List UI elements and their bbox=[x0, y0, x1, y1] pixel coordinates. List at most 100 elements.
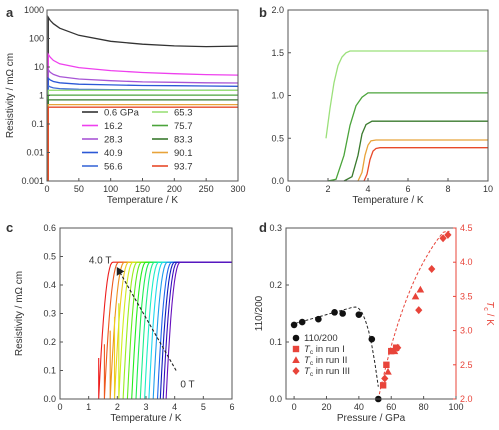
series-line-75.7 bbox=[47, 94, 238, 181]
y-tick-label: 1.5 bbox=[271, 48, 284, 58]
y-right-axis-label-T: T bbox=[484, 301, 495, 308]
legend-label: 110/200 bbox=[304, 333, 338, 344]
field-curve bbox=[162, 261, 232, 400]
y-tick-label: 0.2 bbox=[43, 337, 56, 347]
annotation-0T: 0 T bbox=[180, 380, 194, 391]
y-left-tick-label: 0.2 bbox=[269, 280, 282, 290]
legend-label-T: T bbox=[304, 344, 311, 355]
y-tick-label: 0.6 bbox=[43, 223, 56, 233]
field-curve bbox=[159, 261, 232, 400]
y-tick-label: 1.0 bbox=[271, 91, 284, 101]
x-tick-label: 6 bbox=[405, 184, 410, 194]
y-tick-label: 1 bbox=[39, 91, 44, 101]
legend-label: Tc in run III bbox=[304, 366, 350, 378]
data-point-diamond bbox=[415, 306, 423, 315]
series-line-90.1 bbox=[357, 139, 488, 182]
field-curve bbox=[165, 261, 232, 400]
data-point-triangle bbox=[384, 367, 392, 375]
series-line-65.3 bbox=[325, 50, 488, 139]
legend-marker bbox=[292, 367, 300, 375]
x-axis-label: Pressure / GPa bbox=[337, 413, 406, 424]
y-left-tick-label: 0.3 bbox=[269, 223, 282, 233]
legend-label-rest: in run III bbox=[313, 366, 350, 377]
series-line-28.3 bbox=[47, 67, 239, 181]
series-line-16.2 bbox=[47, 52, 239, 181]
data-point-diamond bbox=[394, 343, 402, 352]
field-curve bbox=[103, 261, 232, 400]
legend-label: 75.7 bbox=[174, 121, 193, 132]
y-right-axis-label-sub: c bbox=[482, 307, 489, 311]
data-point-circle bbox=[339, 310, 346, 317]
data-point-diamond bbox=[439, 234, 447, 243]
y-left-axis-label: 110/200 bbox=[254, 295, 265, 331]
panel-letter-c: c bbox=[6, 220, 13, 235]
legend-label: 16.2 bbox=[104, 121, 123, 132]
series-line-75.7 bbox=[327, 92, 488, 182]
x-tick-label: 2 bbox=[325, 184, 330, 194]
x-tick-label: 20 bbox=[321, 402, 331, 412]
panel-letter-b: b bbox=[259, 5, 267, 20]
legend-label-sub: c bbox=[310, 371, 314, 378]
field-curve bbox=[152, 261, 232, 400]
y-left-tick-label: 0.1 bbox=[269, 337, 282, 347]
legend-label: 90.1 bbox=[174, 148, 193, 159]
data-point-circle bbox=[368, 335, 376, 343]
data-point-circle bbox=[290, 321, 298, 329]
y-right-tick-label: 4.5 bbox=[460, 223, 473, 233]
x-tick-label: 150 bbox=[135, 184, 150, 194]
legend-label: Tc in run I bbox=[304, 344, 345, 356]
field-curve bbox=[126, 261, 232, 400]
legend-label: 93.7 bbox=[174, 162, 193, 173]
series-line-83.3 bbox=[47, 99, 238, 181]
field-curve bbox=[139, 261, 232, 400]
x-tick-label: 0 bbox=[285, 184, 290, 194]
y-right-axis-label: Tc / K bbox=[482, 301, 495, 326]
y-tick-label: 0.1 bbox=[43, 366, 56, 376]
data-point-circle bbox=[355, 311, 363, 318]
field-curve bbox=[135, 261, 232, 400]
series-line-65.3 bbox=[47, 89, 238, 181]
data-point-diamond bbox=[428, 265, 436, 274]
data-point-circle bbox=[331, 309, 338, 316]
x-tick-label: 5 bbox=[201, 402, 206, 412]
legend-label-sub: c bbox=[310, 349, 314, 356]
x-tick-label: 60 bbox=[386, 402, 396, 412]
y-right-tick-label: 4.0 bbox=[460, 257, 473, 267]
series-line-83.3 bbox=[343, 120, 488, 182]
field-curve bbox=[131, 261, 232, 400]
legend-label-T: T bbox=[304, 366, 311, 377]
legend-label: 0.6 GPa bbox=[104, 108, 140, 119]
x-tick-label: 2 bbox=[115, 402, 120, 412]
x-tick-label: 100 bbox=[103, 184, 118, 194]
legend-marker bbox=[292, 345, 300, 353]
x-tick-label: 4 bbox=[172, 402, 177, 412]
y-tick-label: 0.01 bbox=[26, 148, 44, 158]
field-curve bbox=[156, 261, 232, 400]
y-right-axis-label-unit: / K bbox=[484, 311, 495, 326]
series-line-93.7 bbox=[47, 106, 238, 181]
data-point-diamond bbox=[444, 230, 452, 239]
panel-c: c 0 1 2 3 4 5 6 0.0 0.1 0.2 0.3 0.4 0.5 0.6 Temperature… bbox=[6, 220, 235, 424]
x-tick-label: 40 bbox=[354, 402, 364, 412]
data-point-diamond bbox=[381, 374, 389, 383]
x-tick-label: 250 bbox=[199, 184, 214, 194]
y-right-tick-label: 3.0 bbox=[460, 326, 473, 336]
field-curve bbox=[98, 261, 232, 400]
field-curve bbox=[148, 261, 232, 400]
legend-label: 65.3 bbox=[174, 108, 193, 119]
y-tick-label: 0.0 bbox=[43, 394, 56, 404]
y-tick-label: 0.001 bbox=[21, 176, 44, 186]
y-right-tick-label: 2.0 bbox=[460, 394, 473, 404]
x-tick-label: 4 bbox=[365, 184, 370, 194]
plot-frame-b bbox=[287, 9, 489, 182]
y-tick-label: 0.1 bbox=[31, 119, 44, 129]
field-curve bbox=[109, 261, 232, 400]
panel-letter-d: d bbox=[259, 220, 267, 235]
x-tick-label: 8 bbox=[445, 184, 450, 194]
y-right-tick-label: 2.5 bbox=[460, 360, 473, 370]
panel-d: d 0 20 40 60 80 100 0.0 0.1 0.2 0.3 2.0 2.5 3.0 3.5 4.0… bbox=[254, 220, 495, 424]
field-curve bbox=[113, 261, 232, 400]
field-curve bbox=[122, 261, 232, 400]
x-tick-label: 300 bbox=[230, 184, 245, 194]
